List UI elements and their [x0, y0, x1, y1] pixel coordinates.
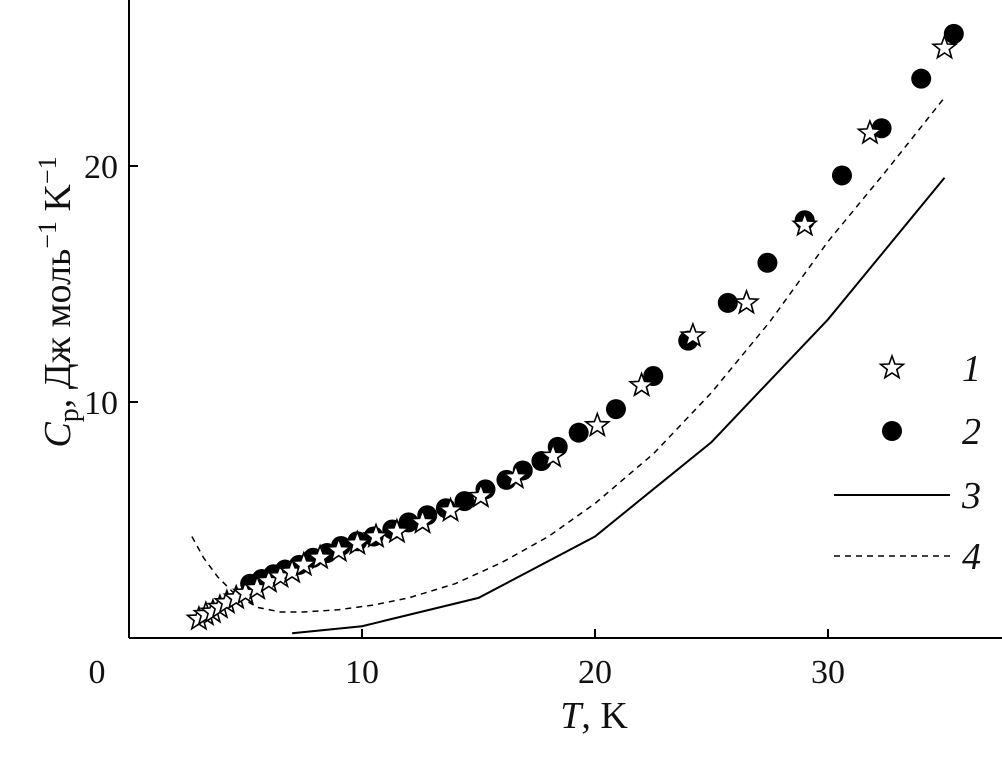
axis-ticks [129, 165, 829, 638]
series-3-line [291, 177, 946, 635]
y-tick-label: 20 [84, 149, 118, 186]
y-axis-title: Cp, Дж моль−1 K−1 [33, 156, 85, 447]
series-1-point [306, 543, 334, 570]
series-2-point [717, 292, 738, 313]
series-1-point [409, 508, 437, 534]
legend-2-label: 2 [962, 411, 981, 453]
series-lines [191, 97, 946, 635]
legend-2-marker [882, 421, 902, 441]
legend-4-label: 4 [962, 536, 981, 578]
series-1-point [539, 442, 567, 468]
series-4-line [191, 97, 946, 613]
series-1-point [583, 411, 611, 438]
series-1-point [436, 496, 465, 523]
legend-1-label: 1 [962, 348, 981, 390]
series-1-point [679, 321, 707, 348]
x-tick-label: 10 [345, 654, 379, 691]
series-1-point [732, 288, 761, 315]
legend-3-label: 3 [961, 475, 981, 517]
legend: 1 2 3 4 [834, 348, 981, 578]
y-tick-label: 10 [84, 385, 118, 422]
legend-1-marker [878, 353, 906, 380]
series-1-point [290, 550, 318, 577]
series-1-point [791, 210, 819, 237]
series-2-point [831, 165, 852, 186]
x-tick-label: 20 [578, 654, 612, 691]
series-1-point [856, 118, 884, 145]
tick-labels: 0 10 20 30 10 20 [84, 149, 845, 691]
series-1-point [343, 529, 372, 556]
series-1-point [628, 371, 656, 398]
series-1-point [325, 536, 353, 563]
series-2-point [568, 422, 589, 443]
x-tick-label: 30 [811, 654, 845, 691]
series-2-point [757, 252, 778, 273]
x-tick-label: 0 [89, 654, 106, 691]
series-1-point [502, 463, 530, 490]
plot-area [128, 0, 1002, 639]
series-1-point [930, 33, 959, 60]
series-1-point [467, 482, 495, 508]
series-1-point [383, 517, 411, 544]
series-2-point [943, 23, 964, 44]
series-2-point [911, 68, 932, 89]
series-markers [185, 23, 964, 631]
x-axis-title: T, K [560, 695, 628, 737]
series-2-point [605, 399, 626, 420]
series-1-point [362, 522, 390, 549]
